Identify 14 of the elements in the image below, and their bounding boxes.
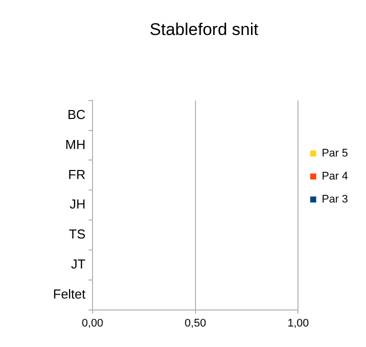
legend-label: Par 3 bbox=[322, 194, 348, 206]
y-tick-label: JT bbox=[71, 256, 86, 272]
x-tick-label: 0,50 bbox=[184, 317, 206, 330]
y-tick-label: BC bbox=[67, 106, 86, 122]
y-tick-label: FR bbox=[68, 166, 86, 182]
y-tick-label: TS bbox=[68, 226, 86, 242]
y-tick-label: MH bbox=[65, 136, 86, 152]
y-tick-label: JH bbox=[70, 196, 86, 212]
chart-title: Stableford snit bbox=[150, 20, 259, 39]
y-tick-label: Feltet bbox=[52, 286, 86, 302]
legend-label: Par 5 bbox=[322, 148, 348, 160]
x-tick-label: 1,00 bbox=[288, 317, 309, 330]
x-tick-label: 0,00 bbox=[82, 317, 104, 330]
legend-label: Par 4 bbox=[322, 170, 348, 183]
